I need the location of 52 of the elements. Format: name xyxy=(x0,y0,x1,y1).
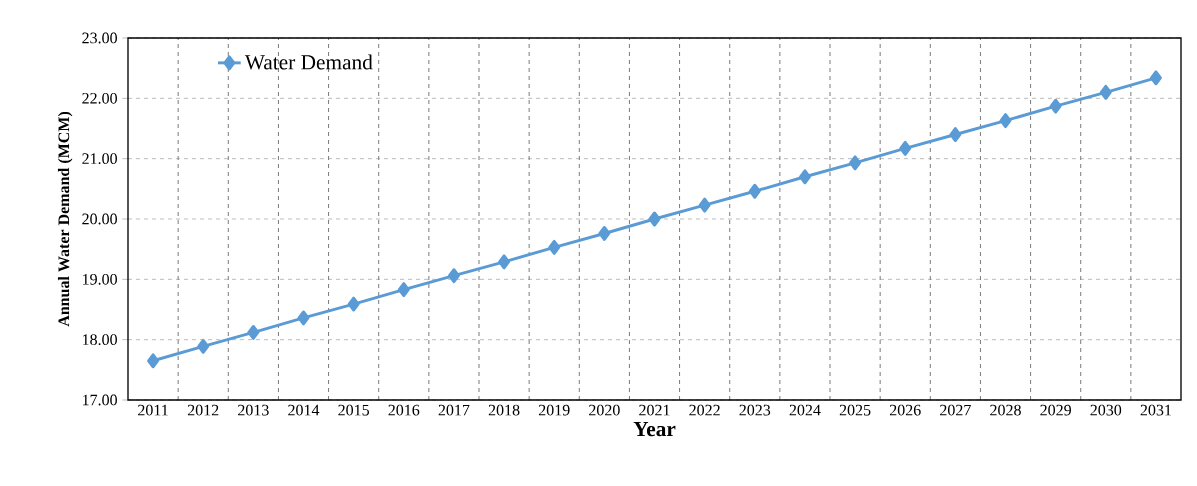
y-tick-label: 18.00 xyxy=(83,334,117,346)
point xyxy=(899,140,912,156)
point xyxy=(1049,98,1062,114)
y-tick-label: 21.00 xyxy=(82,153,117,165)
point xyxy=(748,183,761,199)
x-tick-label: 2026 xyxy=(889,404,921,416)
point xyxy=(297,310,310,326)
point xyxy=(197,338,210,354)
x-tick-label: 2031 xyxy=(1140,404,1171,416)
y-tick-label: 17.00 xyxy=(83,394,117,406)
x-tick-label: 2017 xyxy=(438,404,470,416)
point xyxy=(147,353,160,369)
point xyxy=(648,211,661,227)
point xyxy=(849,155,862,171)
x-tick-label: 2028 xyxy=(990,404,1021,416)
y-tick-label: 23.00 xyxy=(82,32,117,44)
point xyxy=(999,113,1012,129)
x-tick-label: 2027 xyxy=(940,404,971,416)
x-tick-label: 2012 xyxy=(187,404,219,416)
x-tick-label: 2024 xyxy=(789,404,821,416)
x-axis-title: Year xyxy=(633,422,676,437)
x-tick-label: 2023 xyxy=(739,404,771,416)
x-tick-label: 2030 xyxy=(1090,404,1122,416)
point xyxy=(698,197,711,213)
x-tick-label: 2013 xyxy=(238,404,269,416)
x-tick-label: 2021 xyxy=(639,404,670,416)
x-tick-label: 2015 xyxy=(338,404,370,416)
point xyxy=(1149,70,1162,86)
point xyxy=(447,268,460,284)
point xyxy=(548,239,561,255)
y-axis-title: Annual Water Demand (MCM) xyxy=(57,111,73,327)
legend-label: Water Demand xyxy=(244,54,373,70)
point xyxy=(347,296,360,312)
point xyxy=(498,254,511,270)
y-tick-label: 20.00 xyxy=(82,213,117,225)
point xyxy=(949,127,962,142)
x-tick-label: 2025 xyxy=(839,404,871,416)
x-tick-label: 2016 xyxy=(388,404,420,416)
x-tick-label: 2014 xyxy=(288,404,320,416)
y-tick-label: 19.00 xyxy=(83,273,117,285)
point xyxy=(798,169,811,185)
x-tick-label: 2011 xyxy=(138,404,168,416)
point xyxy=(598,226,611,241)
point xyxy=(397,282,410,298)
point xyxy=(1099,84,1112,100)
point xyxy=(247,324,260,340)
x-tick-label: 2019 xyxy=(538,404,570,416)
x-tick-label: 2022 xyxy=(689,404,720,416)
x-tick-label: 2029 xyxy=(1040,404,1071,416)
y-tick-label: 22.00 xyxy=(82,92,117,104)
x-tick-label: 2018 xyxy=(488,404,520,416)
x-tick-label: 2020 xyxy=(589,404,620,416)
